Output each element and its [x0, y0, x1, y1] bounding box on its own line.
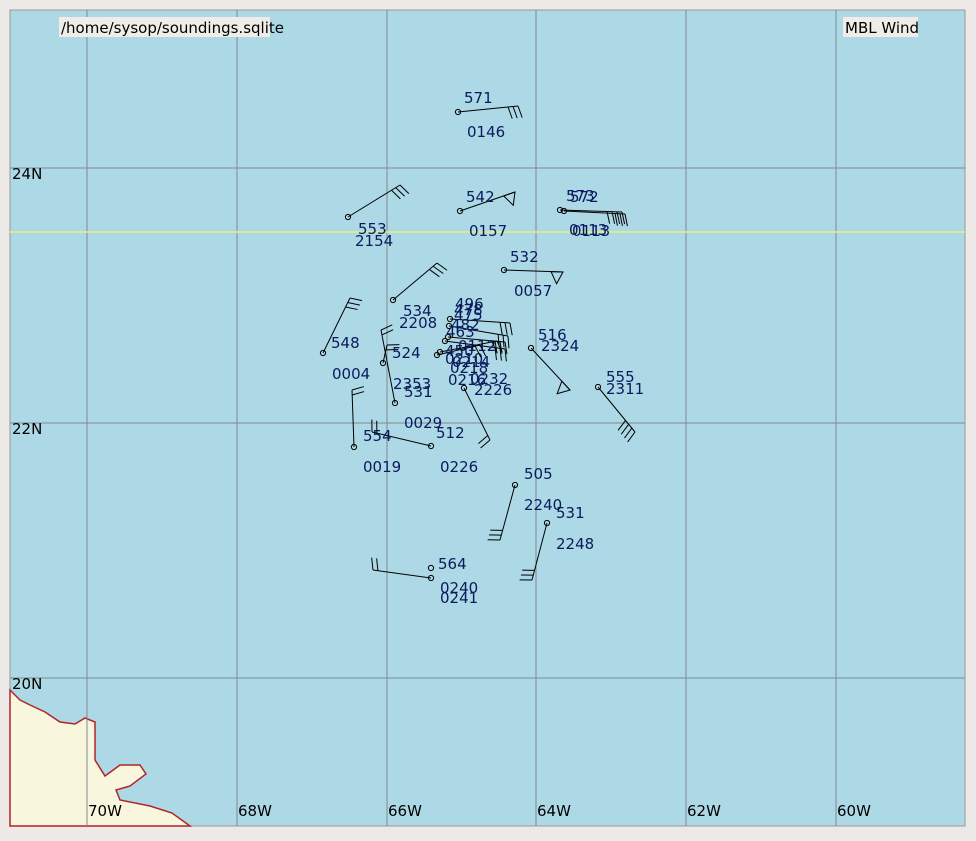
lon-label: 70W: [88, 802, 122, 820]
station-id: 571: [464, 89, 493, 107]
station-time: 0004: [332, 365, 370, 383]
lat-label: 20N: [12, 675, 42, 693]
station-id: 531: [556, 504, 585, 522]
station-id: 532: [510, 248, 539, 266]
lon-label: 64W: [537, 802, 571, 820]
station-time: 0146: [467, 123, 505, 141]
station-time: 0057: [514, 282, 552, 300]
station-time: 0226: [440, 458, 478, 476]
station-time: 0019: [363, 458, 401, 476]
station-id: 450: [445, 342, 474, 360]
lat-label: 24N: [12, 165, 42, 183]
station-id: 524: [392, 344, 421, 362]
lon-label: 68W: [238, 802, 272, 820]
station-time: 2154: [355, 232, 393, 250]
station-id: 505: [524, 465, 553, 483]
lon-label: 60W: [837, 802, 871, 820]
station-time: 2208: [399, 314, 437, 332]
station-time: 0157: [469, 222, 507, 240]
station-time: 2248: [556, 535, 594, 553]
station-time: 2311: [606, 380, 644, 398]
station-id: 564: [438, 555, 467, 573]
lat-label: 22N: [12, 420, 42, 438]
station-time: 0113: [572, 222, 610, 240]
station-time: 2324: [541, 337, 579, 355]
station-id: 548: [331, 334, 360, 352]
station-id: 531: [404, 383, 433, 401]
station-id: 512: [436, 424, 465, 442]
station-id: 572: [570, 188, 599, 206]
station-id: 542: [466, 188, 495, 206]
lon-label: 62W: [687, 802, 721, 820]
station-time: 0241: [440, 589, 478, 607]
station-id: 463: [446, 323, 475, 341]
lon-label: 66W: [388, 802, 422, 820]
station-time: 0216: [448, 371, 486, 389]
source-label: /home/sysop/soundings.sqlite: [61, 19, 284, 37]
product-label: MBL Wind: [845, 19, 919, 37]
